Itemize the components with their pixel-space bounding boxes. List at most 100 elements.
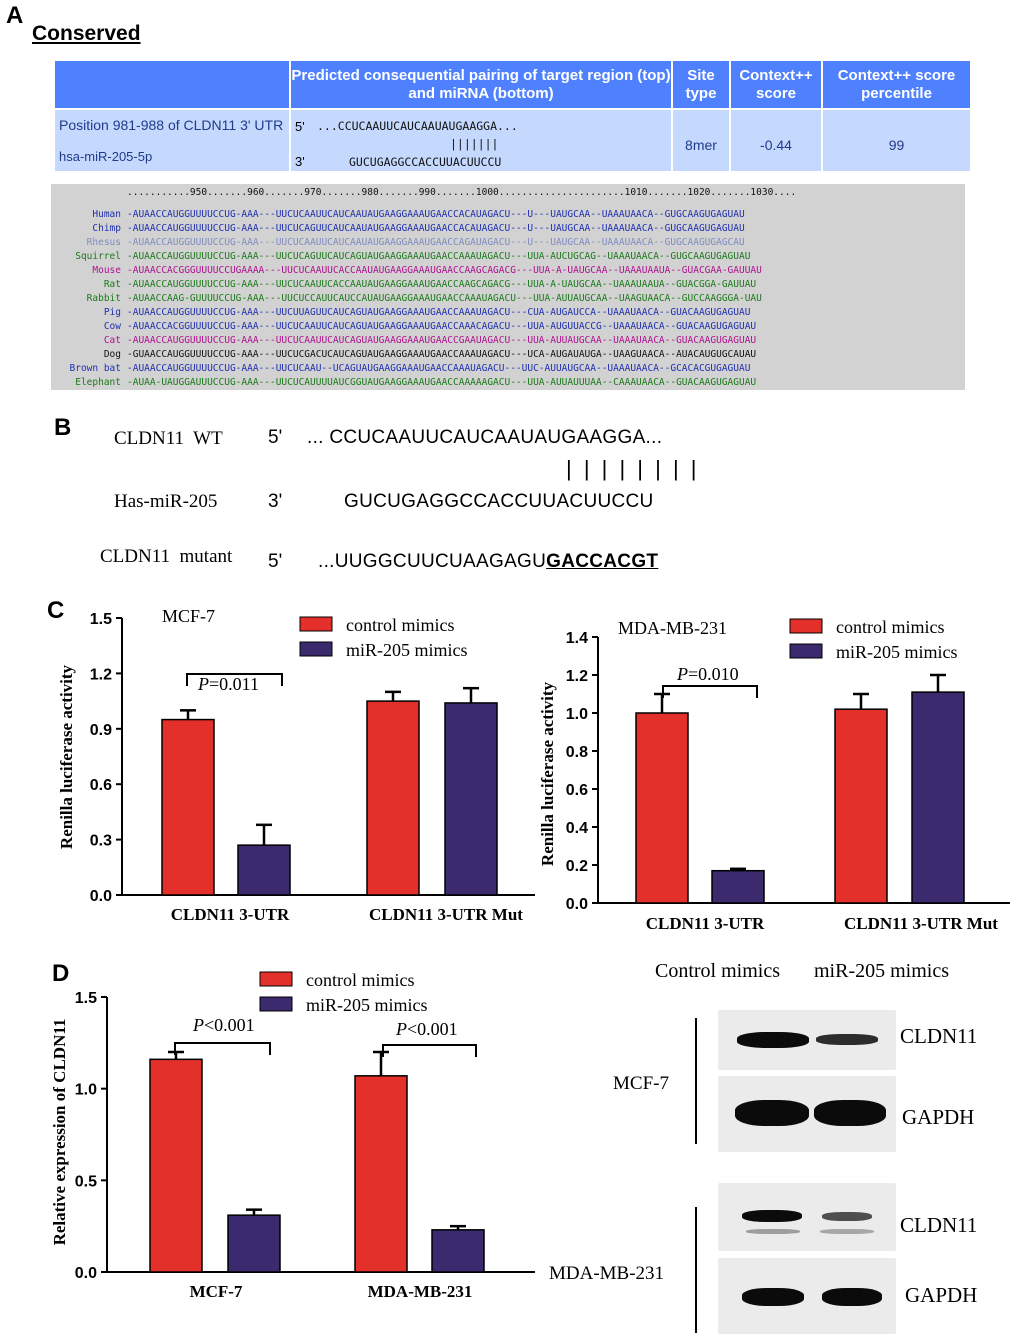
wt-prime: 5' <box>268 427 283 448</box>
legend-label-mir: miR-205 mimics <box>306 995 428 1015</box>
significance-bracket <box>382 1044 477 1057</box>
panel-label-a: A <box>6 2 24 29</box>
mir-label: Has-miR-205 <box>114 491 218 512</box>
y-tick-label: 1.0 <box>566 706 588 723</box>
y-tick-label: 1.5 <box>90 611 112 628</box>
alignment-row: Squirrel -AUAACCAUGGUUUUCCUG-AAA---UUCUCA… <box>51 250 750 264</box>
species-name: Dog <box>103 349 121 360</box>
legend-label-control: control mimics <box>306 970 414 990</box>
table-header-col3: Site type <box>673 61 729 108</box>
y-axis-label: Renilla luciferase activity <box>538 681 557 866</box>
pairing-lines: ||||||| <box>450 137 499 151</box>
legend-swatch-control <box>259 971 293 987</box>
bar <box>354 1075 408 1273</box>
y-axis-label: Relative expression of CLDN11 <box>50 1019 69 1246</box>
species-name: Rabbit <box>86 293 121 304</box>
bar <box>237 844 291 896</box>
legend-swatch-mir <box>299 641 333 657</box>
y-axis-label: Renilla luciferase activity <box>57 664 76 849</box>
charts-svg: 0.0 0.3 0.6 0.9 1.2 1.5 Renilla luciferase act… <box>50 606 1010 1301</box>
species-sequence: -AUAACCAUGGUUUUCCUG-AAA---UUCUCAAUUCAUCA… <box>127 209 745 220</box>
blot-mcf7-cldn11 <box>718 1010 896 1070</box>
significance-bracket <box>662 685 758 698</box>
alignment-box: ...........950.......960.......970......… <box>51 184 965 390</box>
mut-prime: 5' <box>268 551 283 572</box>
species-sequence: -AUAACCACGGGUUUUCCUGAAAA---UUCUCAAUUCACC… <box>127 265 762 276</box>
blot-cell-mda: MDA-MB-231 <box>549 1263 665 1284</box>
significance-bracket <box>186 673 283 686</box>
position-text: Position 981-988 of CLDN11 3' UTR <box>59 117 284 133</box>
category-label: CLDN11 3-UTR <box>171 905 290 924</box>
p-value-label: P<0.001 <box>192 1015 255 1035</box>
mir-prime: 3' <box>268 491 283 512</box>
bar <box>431 1229 485 1273</box>
alignment-row: Pig -AUAACCAUGGUUUUCCUG-AAA---UUCUUAGUUCA… <box>51 306 751 320</box>
y-tick-label: 1.4 <box>566 630 588 647</box>
y-tick-label: 0.0 <box>75 1265 97 1282</box>
species-sequence: -AUAACCAUGGUUUUCCUG-AAA---UUCUCAAU--UCAG… <box>127 363 751 374</box>
target-sequence: ...CCUCAAUUCAUCAAUAUGAAGGA... <box>317 119 518 133</box>
mut-sequence-prefix: ...UUGGCUUCUAAGAGU <box>318 551 547 572</box>
category-label: MCF-7 <box>190 1282 243 1301</box>
context-score-value: -0.44 <box>760 137 792 153</box>
blot-label-cldn11-2: CLDN11 <box>900 1213 978 1237</box>
table-header-col5: Context++ score percentile <box>823 61 970 108</box>
blot-label-cldn11-1: CLDN11 <box>900 1024 978 1048</box>
alignment-row: Mouse -AUAACCACGGGUUUUCCUGAAAA---UUCUCAAU… <box>51 264 762 278</box>
mirna-name: hsa-miR-205-5p <box>59 149 153 164</box>
y-tick-label: 0.8 <box>566 744 588 761</box>
species-sequence: -AUAACCAUGGUUUUCCUG-AAA---UUCUUAGUUCAUCA… <box>127 307 751 318</box>
species-name: Cow <box>103 321 121 332</box>
legend-label-mir: miR-205 mimics <box>836 642 958 662</box>
species-sequence: -AUAACCAUGGUUUUCCUG-AAA---UUCUCAAUUCACCA… <box>127 279 757 290</box>
species-sequence: -AUAACCAUGGUUUUCCUG-AAA---UUCUCAGUUCAUCA… <box>127 251 751 262</box>
species-name: Pig <box>103 307 121 318</box>
species-name: Brown bat <box>69 363 121 374</box>
alignment-ruler: ...........950.......960.......970......… <box>127 187 797 198</box>
y-tick-label: 0.0 <box>90 888 112 905</box>
bar <box>161 718 215 896</box>
alignment-row: Dog -GUAACCAUGGUUUUCCUG-AAA---UUCUCGACUCA… <box>51 348 756 362</box>
bar <box>911 691 965 904</box>
alignment-row: Rabbit -AUAACCAAG-GUUUUCCUG-AAA---UUCUCCA… <box>51 292 762 306</box>
three-prime: 3' <box>295 154 305 169</box>
pairing-bars: | | | | | | | | <box>566 456 700 481</box>
y-tick-label: 1.5 <box>75 990 97 1007</box>
category-label: CLDN11 3-UTR Mut <box>844 914 998 933</box>
table-row <box>55 110 970 171</box>
species-name: Human <box>92 209 121 220</box>
legend-swatch-mir <box>789 643 823 659</box>
alignment-row: Human -AUAACCAUGGUUUUCCUG-AAA---UUCUCAAUU… <box>51 208 745 222</box>
category-label: CLDN11 3-UTR Mut <box>369 905 523 924</box>
conserved-heading: Conserved <box>32 22 141 45</box>
species-sequence: -AUAACCAAG-GUUUUCCUG-AAA---UUCUCCAUUCAUC… <box>127 293 762 304</box>
wt-label: CLDN11 WT <box>114 428 223 449</box>
species-sequence: -AUAACCAUGGUUUUCCUG-AAA---UUCUCAAUUCAUCA… <box>127 335 757 346</box>
legend-swatch-mir <box>259 996 293 1012</box>
y-tick-label: 0.4 <box>566 820 588 837</box>
y-tick-label: 1.2 <box>90 666 112 683</box>
legend-label-mir: miR-205 mimics <box>346 640 468 660</box>
species-sequence: -AUAA-UAUGGAUUUCCUG-AAA---UUCUCAUUUUAUCG… <box>127 377 757 388</box>
bar <box>366 700 420 896</box>
species-name: Squirrel <box>75 251 121 262</box>
table-header-col2: Predicted consequential pairing of targe… <box>291 61 671 108</box>
blot-mda-cldn11 <box>718 1183 896 1251</box>
y-tick-label: 0.9 <box>90 722 112 739</box>
alignment-row: Chimp -AUAACCAUGGUUUUCCUG-AAA---UUCUCAGUU… <box>51 222 744 236</box>
alignment-row: Cat -AUAACCAUGGUUUUCCUG-AAA---UUCUCAAUUCA… <box>51 334 756 348</box>
mut-sequence: ...UUGGCUUCUAAGAGUGACCACGT <box>318 551 658 573</box>
y-tick-label: 0.2 <box>566 858 588 875</box>
category-label: CLDN11 3-UTR <box>646 914 765 933</box>
blot-cell-mcf7: MCF-7 <box>613 1073 669 1094</box>
p-value-label: P=0.011 <box>197 674 259 694</box>
mir-sequence: GUCUGAGGCCACCUUACUUCCU <box>344 491 654 512</box>
mut-sequence-mutated: GACCACGT <box>546 551 659 572</box>
p-value-label: P=0.010 <box>676 664 739 684</box>
alignment-row: Elephant -AUAA-UAUGGAUUUCCUG-AAA---UUCUCA… <box>51 376 756 390</box>
y-tick-label: 0.6 <box>566 782 588 799</box>
bar <box>227 1214 281 1273</box>
legend-swatch-control <box>299 616 333 632</box>
blot-mcf7-gapdh <box>718 1076 896 1152</box>
table-header-col1 <box>55 61 289 108</box>
